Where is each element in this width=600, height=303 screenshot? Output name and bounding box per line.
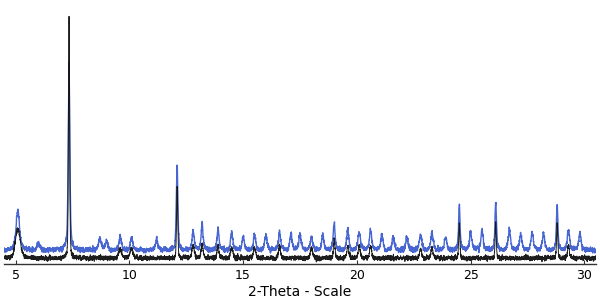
X-axis label: 2-Theta - Scale: 2-Theta - Scale	[248, 285, 352, 299]
